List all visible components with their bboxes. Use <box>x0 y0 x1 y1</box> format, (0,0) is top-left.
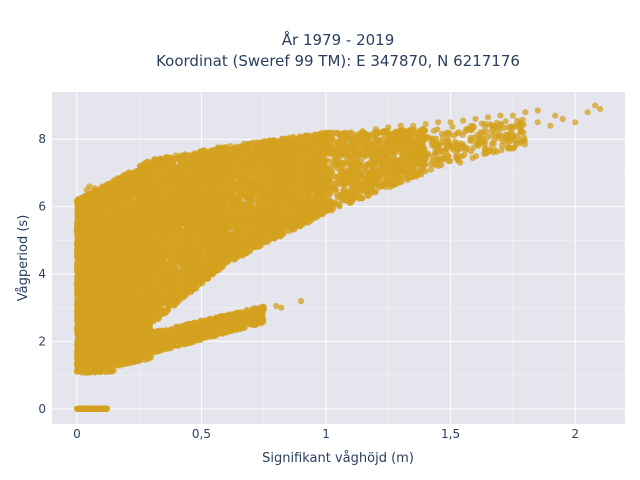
chart-title-line-2: Koordinat (Sweref 99 TM): E 347870, N 62… <box>156 52 520 70</box>
data-point <box>84 279 91 286</box>
chart-title-line-1: År 1979 - 2019 <box>282 30 395 49</box>
data-point <box>75 197 82 204</box>
data-points <box>73 102 604 412</box>
data-point <box>79 255 86 262</box>
data-point <box>78 243 85 251</box>
data-point <box>80 286 87 293</box>
data-point <box>81 264 88 271</box>
